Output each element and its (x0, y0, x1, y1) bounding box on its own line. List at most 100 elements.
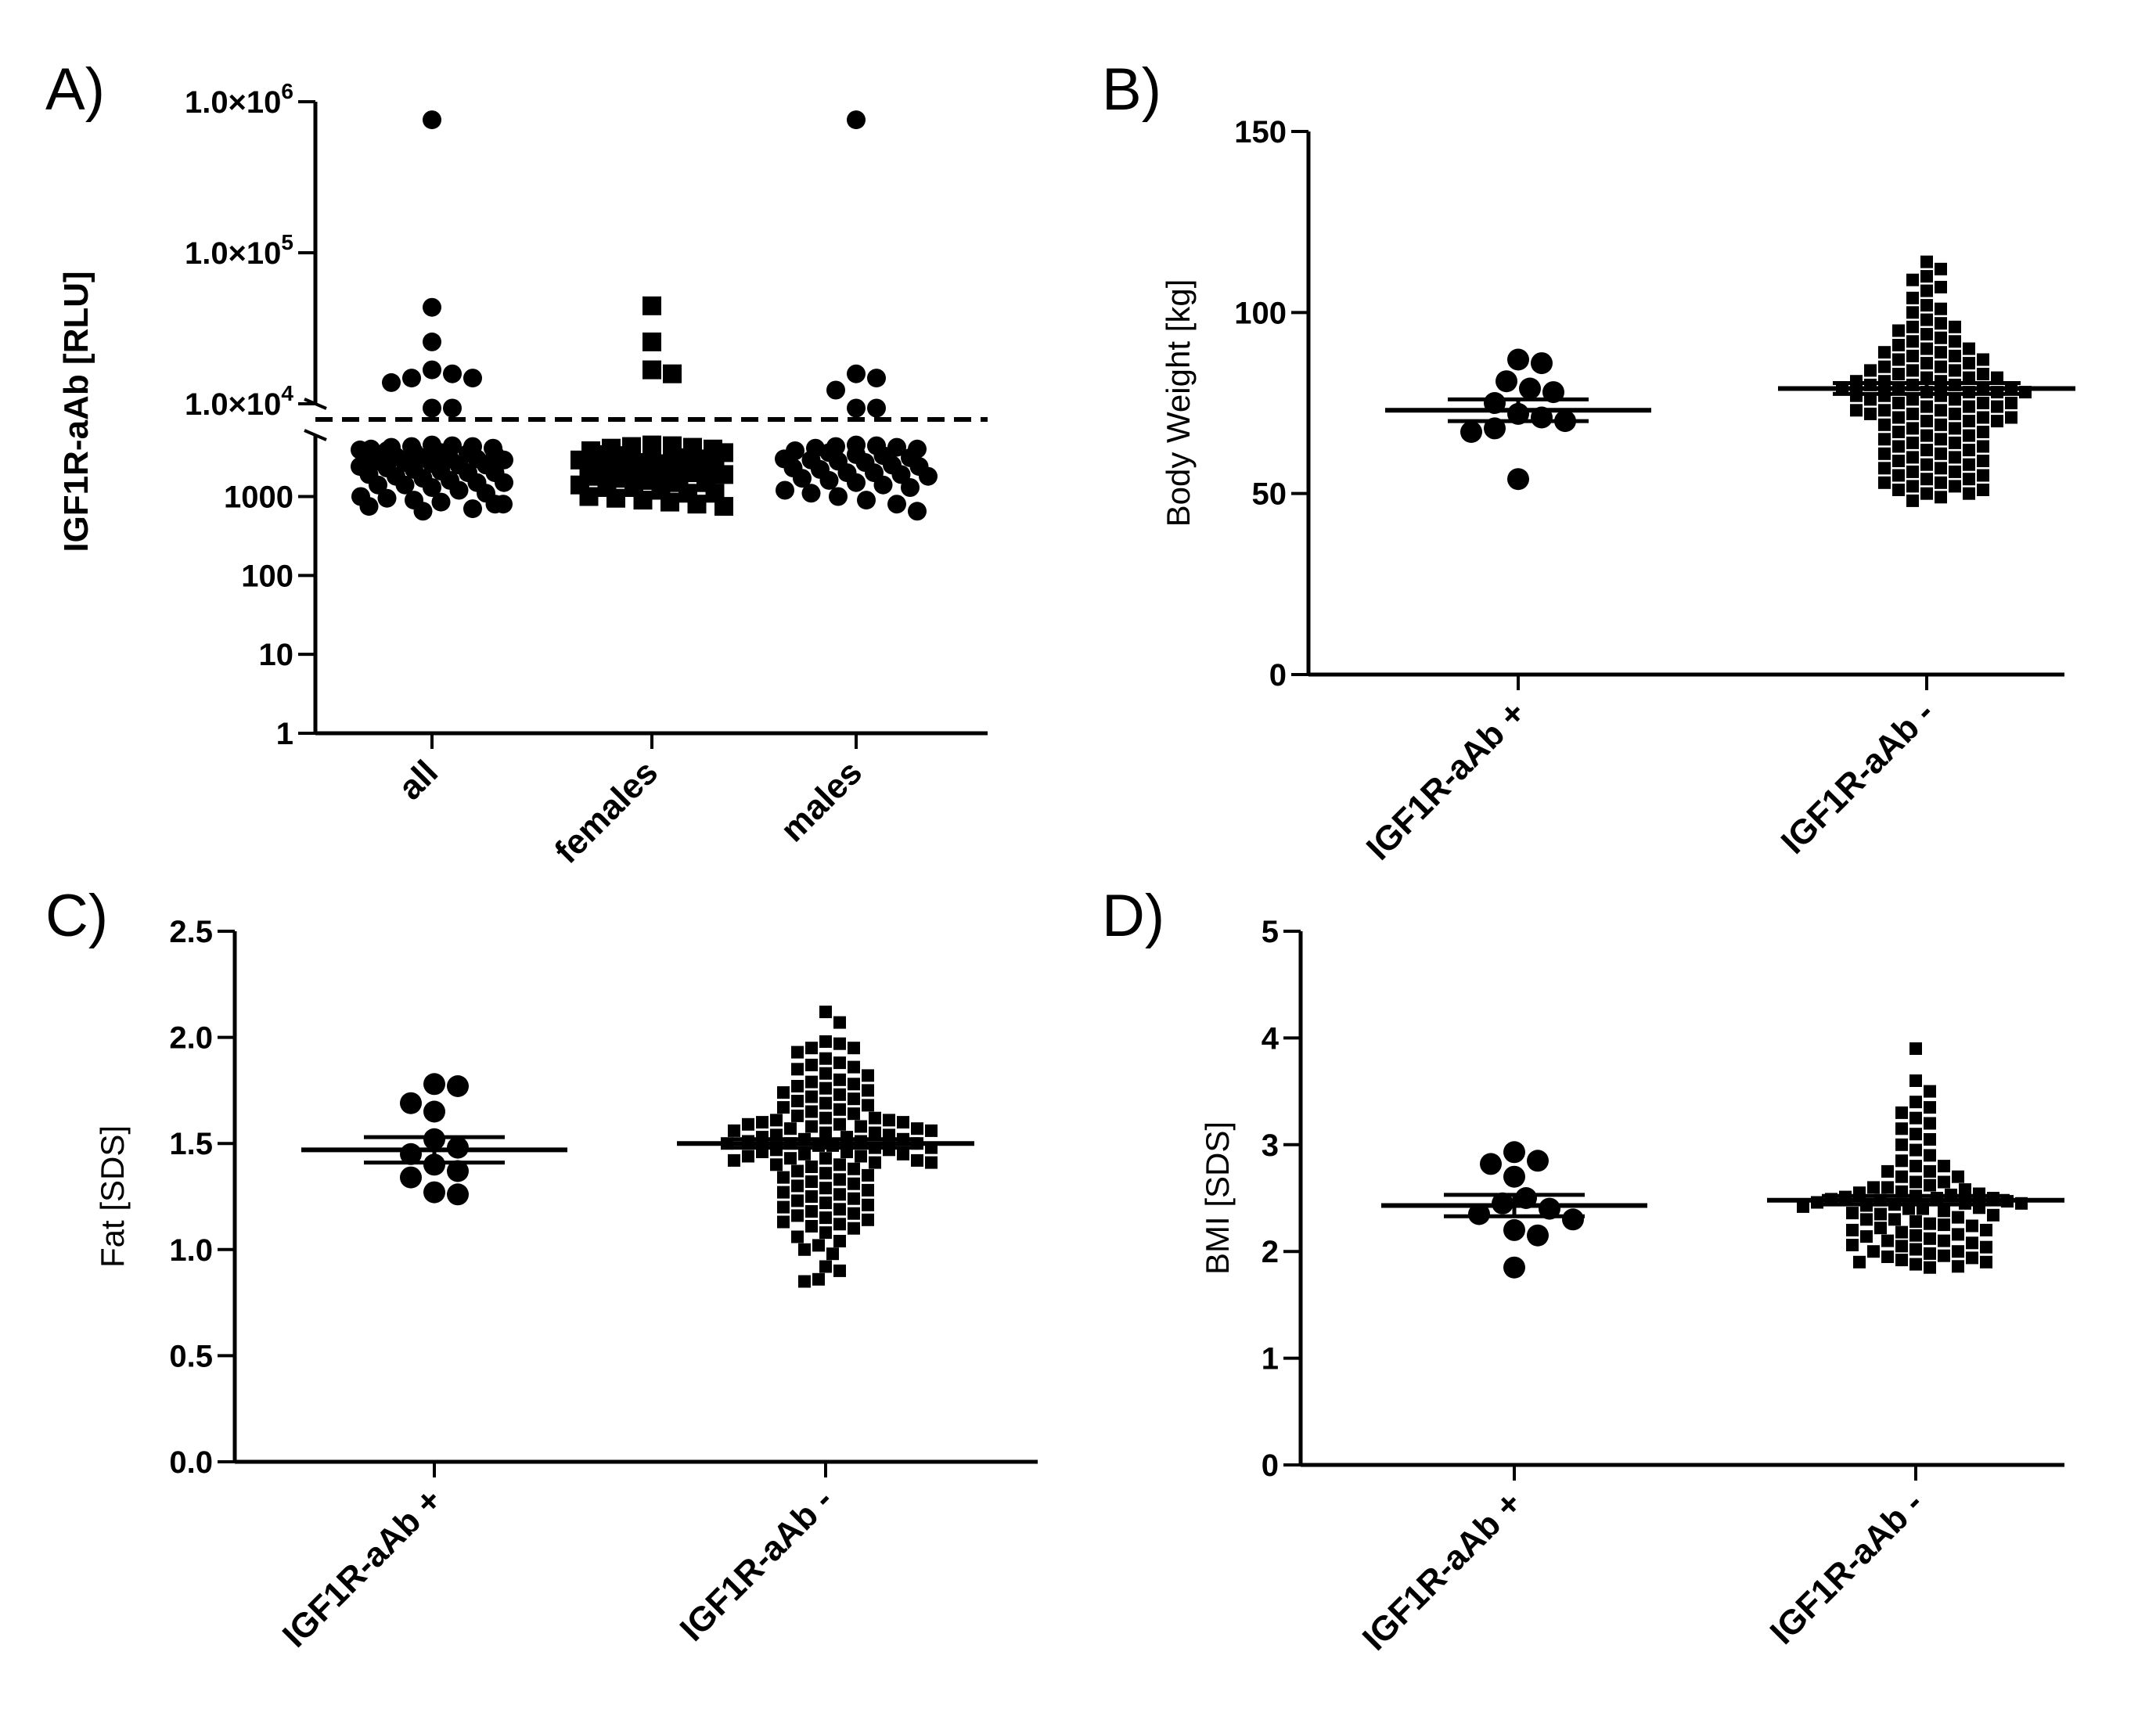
panel-b-data-point (1864, 364, 1877, 377)
panel-b-data-point (1892, 426, 1905, 438)
panel-c-data-point (848, 1078, 860, 1091)
panel-b-data-point (1920, 342, 1933, 355)
panel-c-data-point (848, 1092, 860, 1106)
panel-c-data-point (819, 1035, 832, 1048)
panel-d-y-tick-label: 3 (1262, 1128, 1279, 1163)
panel-b-data-point (1920, 487, 1933, 500)
panel-a-data-point (377, 488, 397, 508)
panel-b-data-point (1906, 465, 1919, 478)
panel-b-data-point (1906, 273, 1919, 286)
panel-b-data-point (1949, 465, 1961, 478)
panel-c-data-point (833, 1173, 846, 1186)
panel-c-data-point (777, 1215, 790, 1229)
panel-d-y-tick-label: 2 (1262, 1235, 1279, 1269)
panel-a-y-tick-exponent: 4 (281, 381, 293, 405)
panel-d-data-point (1895, 1240, 1908, 1253)
panel-b-data-point (1531, 352, 1553, 375)
panel-b-data-point (1878, 476, 1891, 489)
panel-b-data-point (1906, 480, 1919, 493)
panel-c-data-point (848, 1207, 860, 1220)
panel-c-data-point (819, 1182, 832, 1195)
panel-d-data-point (1874, 1207, 1887, 1221)
panel-c-y-tick-label: 1.0 (169, 1233, 213, 1268)
panel-a-data-point (359, 497, 379, 516)
panel-a-data-point (463, 499, 482, 519)
panel-b-data-point (1949, 451, 1961, 464)
panel-a-data-point (901, 478, 920, 497)
panel-a: A)11010010001.0×1041.0×1051.0×106IGF1R-a… (45, 56, 988, 871)
panel-b-data-point (1935, 331, 1947, 344)
panel-a-data-point (793, 469, 812, 488)
panel-c-data-point (784, 1122, 797, 1135)
panel-b-data-point (1864, 393, 1877, 406)
panel-a-data-point (714, 465, 733, 484)
panel-c-data-point (862, 1069, 874, 1082)
panel-a-data-point (887, 437, 906, 457)
panel-c-data-point (848, 1222, 860, 1235)
panel-a-data-point (642, 360, 661, 380)
panel-d-y-tick-label: 1 (1262, 1342, 1279, 1377)
panel-b-data-point (1963, 473, 1975, 486)
panel-c-data-point (862, 1168, 874, 1182)
panel-d-data-point (1966, 1251, 1978, 1265)
panel-d-data-point (1895, 1225, 1908, 1239)
panel-b-data-point (1906, 393, 1919, 406)
panel-c-data-point (756, 1116, 768, 1129)
panel-b-data-point (1920, 328, 1933, 341)
panel-d-data-point (1468, 1203, 1490, 1225)
panel-d-data-point (1909, 1258, 1922, 1271)
panel-c-y-tick-label: 0.5 (169, 1339, 213, 1373)
panel-d-data-point (1867, 1181, 1880, 1194)
panel-c-data-point (819, 1211, 832, 1225)
panel-c-data-point (833, 1073, 846, 1086)
panel-a-data-point (801, 484, 821, 503)
panel-c-data-point (447, 1183, 469, 1206)
panel-c-data-point (819, 1067, 832, 1080)
panel-b-data-point (1991, 415, 2003, 428)
panel-c-y-tick-label: 2.0 (169, 1021, 213, 1056)
panel-c-data-point (911, 1122, 923, 1135)
panel-d-data-point (1924, 1164, 1936, 1178)
panel-c-data-point (791, 1164, 804, 1178)
panel-c-data-point (833, 1158, 846, 1171)
panel-b-data-point (1920, 415, 1933, 428)
panel-a-data-point (847, 473, 866, 492)
panel-d-data-point (1980, 1223, 1992, 1236)
panel-b-data-point (1906, 422, 1919, 435)
panel-c-data-point (819, 1111, 832, 1125)
panel-a-y-tick-label: 1 (276, 717, 293, 751)
panel-c-y-axis-label: Fat [SDS] (94, 1125, 131, 1268)
panel-a-data-point (887, 495, 906, 514)
panel-c-data-point (883, 1114, 895, 1127)
panel-b-data-point (1935, 462, 1947, 475)
panel-b-data-point (1963, 458, 1975, 471)
panel-c-data-point (848, 1177, 860, 1190)
panel-d-data-point (1846, 1223, 1859, 1236)
panel-b-data-point (1949, 364, 1961, 377)
panel-d-data-point (1895, 1170, 1908, 1183)
panel-c-data-point (869, 1126, 881, 1139)
panel-c-data-point (833, 1235, 846, 1247)
panel-d-data-point (1952, 1228, 1964, 1241)
panel-c-data-point (869, 1111, 881, 1125)
panel-c-data-point (791, 1109, 804, 1122)
panel-d-data-point (1909, 1074, 1922, 1087)
panel-d-data-point (1909, 1143, 1922, 1157)
panel-b-data-point (1892, 353, 1905, 366)
panel-d-label: D) (1102, 883, 1164, 949)
panel-c-data-point (805, 1175, 818, 1188)
panel-a-data-point (423, 297, 441, 317)
panel-c-data-point (897, 1116, 909, 1129)
panel-b-data-point (1864, 407, 1877, 420)
panel-c-data-point (798, 1275, 811, 1288)
panel-b-data-point (1906, 349, 1919, 362)
panel-b-data-point (1906, 364, 1919, 377)
panel-c-data-point (805, 1220, 818, 1233)
panel-b-data-point (1949, 320, 1961, 333)
panel-d-data-point (1938, 1218, 1950, 1232)
panel-a-data-point (495, 473, 513, 492)
panel-b-data-point (1963, 415, 1975, 428)
panel-c-data-point (819, 1081, 832, 1095)
panel-c-data-point (742, 1150, 754, 1163)
panel-c-data-point (791, 1045, 804, 1059)
